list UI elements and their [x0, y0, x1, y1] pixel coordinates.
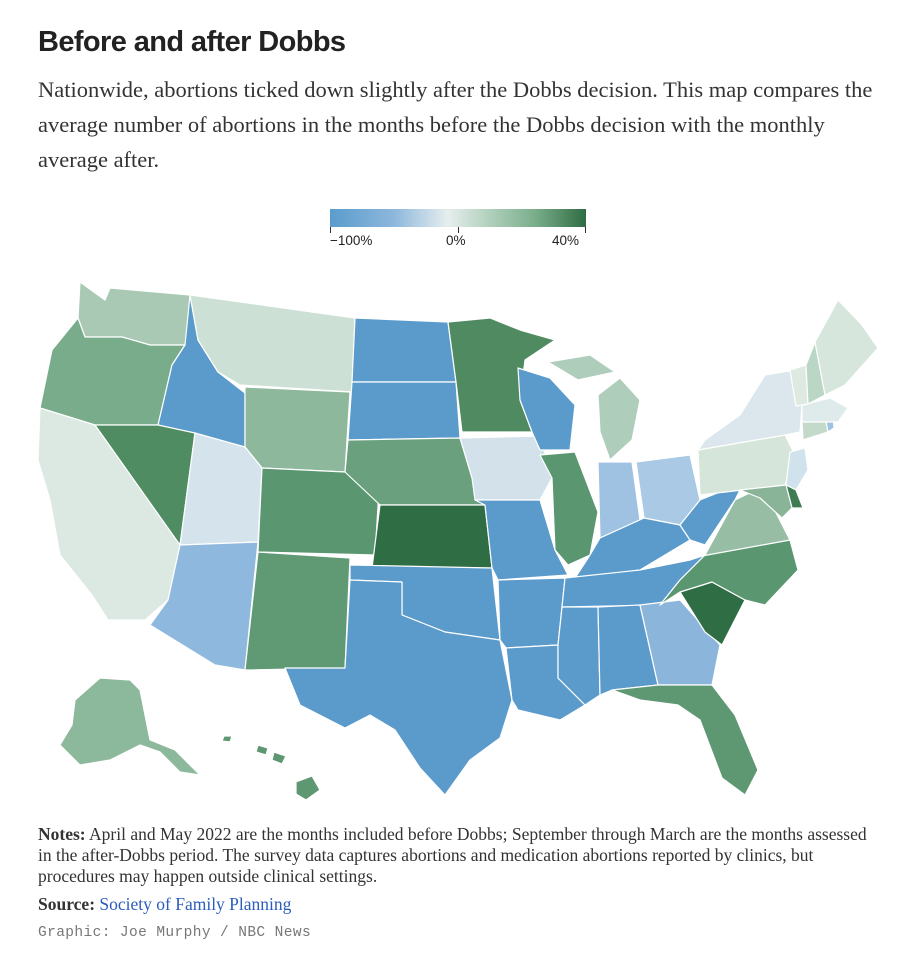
state-wa[interactable] [77, 281, 194, 346]
state-md[interactable] [739, 484, 793, 519]
chart-title: Before and after Dobbs [38, 26, 346, 58]
graphic-credit: Graphic: Joe Murphy / NBC News [38, 925, 312, 941]
color-legend: −100% 0% 40% [330, 209, 586, 253]
state-sd[interactable] [347, 381, 461, 441]
state-wv[interactable] [679, 489, 741, 546]
notes: Notes: April and May 2022 are the months… [38, 824, 878, 887]
legend-tick-min [330, 227, 331, 233]
state-az[interactable] [149, 541, 259, 671]
source: Source: Society of Family Planning [38, 894, 291, 915]
legend-tick-max [585, 227, 586, 233]
state-ar[interactable] [497, 577, 566, 649]
state-mo[interactable] [474, 499, 569, 581]
source-link[interactable]: Society of Family Planning [99, 894, 292, 914]
source-label: Source: [38, 894, 96, 914]
state-tx[interactable] [284, 579, 513, 796]
us-choropleth-map [0, 262, 904, 807]
state-co[interactable] [257, 467, 381, 556]
state-nj[interactable] [785, 447, 809, 491]
state-nd[interactable] [351, 317, 457, 383]
state-ks[interactable] [371, 504, 493, 569]
state-mi[interactable] [547, 354, 641, 461]
chart-subtitle: Nationwide, abortions ticked down slight… [38, 77, 873, 172]
state-wy[interactable] [244, 386, 351, 473]
legend-max-label: 40% [552, 233, 580, 248]
state-ak[interactable] [59, 677, 201, 776]
legend-mid-label: 0% [446, 233, 466, 248]
map-svg [37, 281, 879, 801]
state-me[interactable] [814, 299, 879, 396]
state-nc[interactable] [659, 539, 799, 606]
legend-min-label: −100% [330, 233, 373, 248]
state-nm[interactable] [244, 551, 351, 671]
state-il[interactable] [539, 451, 599, 566]
state-ma[interactable] [801, 397, 849, 423]
notes-label: Notes: [38, 824, 86, 844]
legend-tick-mid [458, 227, 459, 233]
state-wi[interactable] [517, 367, 576, 451]
state-fl[interactable] [611, 684, 759, 796]
notes-text: April and May 2022 are the months includ… [38, 824, 867, 886]
state-ga[interactable] [639, 599, 721, 686]
legend-gradient-bar [330, 209, 586, 227]
state-hi[interactable] [221, 735, 321, 801]
